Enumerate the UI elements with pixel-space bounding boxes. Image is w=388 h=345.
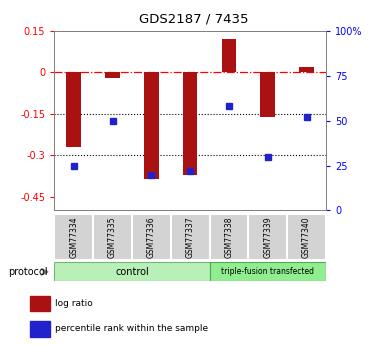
Text: GSM77335: GSM77335 [108, 216, 117, 258]
Bar [260, 72, 275, 117]
Bar [248, 214, 287, 260]
Bar [287, 214, 326, 260]
Bar [210, 262, 326, 281]
Text: GDS2187 / 7435: GDS2187 / 7435 [139, 12, 249, 25]
Text: protocol: protocol [8, 267, 47, 277]
Bar [30, 296, 50, 311]
Text: control: control [115, 267, 149, 277]
Text: log ratio: log ratio [55, 299, 93, 308]
Bar [144, 72, 159, 179]
Bar [299, 67, 314, 72]
Text: percentile rank within the sample: percentile rank within the sample [55, 324, 208, 333]
Bar [183, 72, 197, 175]
Text: triple-fusion transfected: triple-fusion transfected [221, 267, 314, 276]
Bar [54, 262, 210, 281]
Bar [93, 214, 132, 260]
Bar [222, 39, 236, 72]
Text: GSM77339: GSM77339 [263, 216, 272, 258]
Bar [210, 214, 248, 260]
Text: GSM77338: GSM77338 [224, 216, 234, 258]
Text: GSM77337: GSM77337 [185, 216, 195, 258]
Bar [132, 214, 171, 260]
Bar [171, 214, 210, 260]
Bar [30, 321, 50, 337]
Text: GSM77336: GSM77336 [147, 216, 156, 258]
Bar [105, 72, 120, 78]
Bar [66, 72, 81, 147]
Text: GSM77340: GSM77340 [302, 216, 311, 258]
Text: GSM77334: GSM77334 [69, 216, 78, 258]
Bar [54, 214, 93, 260]
